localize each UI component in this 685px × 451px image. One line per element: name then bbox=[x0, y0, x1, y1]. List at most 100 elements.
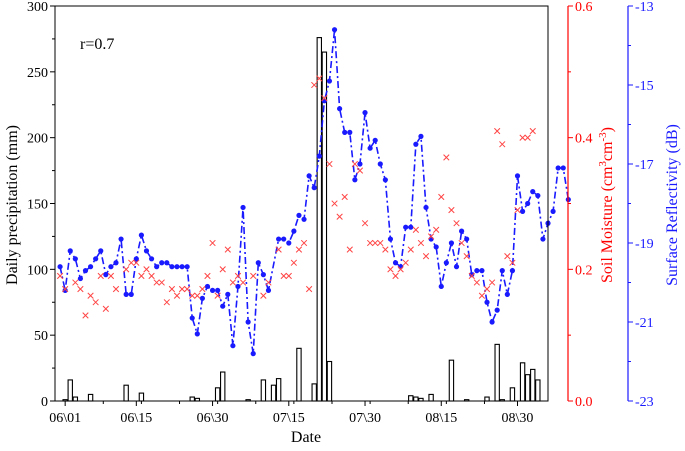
reflectivity-point bbox=[469, 272, 475, 278]
reflectivity-point bbox=[225, 291, 231, 297]
reflectivity-point bbox=[220, 303, 226, 309]
soil-moisture-point bbox=[529, 127, 536, 135]
reflectivity-point bbox=[433, 244, 439, 250]
soil-moisture-point bbox=[97, 272, 104, 280]
soil-moisture-point bbox=[438, 193, 445, 201]
soil-moisture-point bbox=[361, 220, 369, 227]
reflectivity-point bbox=[352, 177, 358, 183]
y-tick-label: 300 bbox=[27, 0, 48, 15]
soil-moisture-point bbox=[194, 292, 201, 299]
soil-moisture-point bbox=[234, 272, 242, 280]
soil-moisture-point bbox=[326, 160, 333, 168]
soil-moisture-point bbox=[250, 272, 257, 280]
y-tick-label: 100 bbox=[27, 263, 48, 278]
reflectivity-point bbox=[87, 264, 94, 270]
soil-moisture-point bbox=[412, 226, 420, 233]
soil-moisture-point bbox=[453, 220, 460, 227]
reflectivity-point bbox=[77, 275, 84, 282]
soil-moisture-point bbox=[407, 246, 414, 253]
reflectivity-point bbox=[489, 319, 495, 325]
soil-moisture-point bbox=[478, 292, 486, 299]
reflectivity-point bbox=[530, 189, 536, 195]
reflectivity-point bbox=[525, 200, 531, 207]
reflectivity-point bbox=[459, 228, 465, 234]
y-tick-label: -17 bbox=[635, 158, 654, 173]
reflectivity-point bbox=[387, 236, 394, 242]
soil-moisture-point bbox=[295, 246, 303, 253]
reflectivity-point bbox=[209, 287, 216, 293]
reflectivity-point bbox=[474, 268, 480, 274]
soil-moisture-point bbox=[102, 305, 109, 312]
soil-moisture-point bbox=[56, 272, 64, 280]
reflectivity-point bbox=[311, 185, 317, 191]
reflectivity-point bbox=[377, 161, 383, 167]
reflectivity-point bbox=[123, 291, 129, 297]
soil-moisture-point bbox=[178, 285, 186, 293]
soil-moisture-point bbox=[463, 253, 470, 260]
x-tick-label: 07\15 bbox=[273, 411, 305, 426]
reflectivity-point bbox=[342, 129, 348, 135]
soil-moisture-point bbox=[133, 259, 140, 266]
reflectivity-point bbox=[240, 204, 246, 211]
reflectivity-point bbox=[423, 204, 429, 211]
reflectivity-point bbox=[326, 78, 333, 84]
soil-moisture-series bbox=[56, 75, 536, 319]
soil-moisture-point bbox=[356, 167, 364, 174]
reflectivity-point bbox=[331, 27, 338, 33]
soil-moisture-point bbox=[138, 272, 145, 280]
reflectivity-point bbox=[194, 331, 200, 337]
reflectivity-point bbox=[72, 256, 78, 262]
reflectivity-point bbox=[281, 236, 287, 242]
reflectivity-point bbox=[245, 319, 251, 325]
soil-moisture-point bbox=[397, 266, 404, 273]
reflectivity-point bbox=[199, 295, 205, 301]
reflectivity-point bbox=[103, 272, 109, 278]
x-tick-label: 08\30 bbox=[502, 411, 534, 426]
reflectivity-point bbox=[82, 268, 89, 274]
soil-moisture-point bbox=[524, 134, 531, 141]
soil-label-end: ) bbox=[599, 127, 616, 132]
soil-moisture-point bbox=[514, 206, 521, 214]
reflectivity-point bbox=[392, 260, 399, 266]
reflectivity-point bbox=[260, 272, 266, 278]
soil-moisture-point bbox=[189, 292, 196, 299]
y-tick-label: -15 bbox=[635, 79, 654, 94]
soil-moisture-point bbox=[351, 160, 359, 168]
reflectivity-point bbox=[382, 177, 388, 183]
reflectivity-point bbox=[67, 248, 73, 254]
reflectivity-point bbox=[215, 287, 221, 293]
reflectivity-point bbox=[453, 264, 460, 270]
soil-moisture-point bbox=[504, 253, 511, 260]
reflectivity-point bbox=[296, 212, 302, 218]
reflectivity-point bbox=[535, 193, 541, 199]
reflectivity-point bbox=[189, 315, 195, 321]
reflectivity-point bbox=[62, 287, 68, 293]
soil-moisture-point bbox=[107, 272, 115, 280]
reflectivity-point bbox=[347, 129, 353, 135]
reflectivity-point bbox=[428, 236, 434, 242]
soil-moisture-point bbox=[519, 134, 526, 141]
reflectivity-point bbox=[118, 236, 124, 242]
soil-moisture-point bbox=[402, 259, 409, 266]
y-axis-soil-moisture: 0.0 0.2 0.4 0.6 bbox=[567, 0, 593, 410]
reflectivity-point bbox=[367, 145, 373, 151]
reflectivity-point bbox=[179, 264, 185, 270]
y-tick-label: 0.0 bbox=[575, 395, 593, 410]
reflectivity-point bbox=[509, 268, 516, 274]
soil-moisture-point bbox=[499, 141, 506, 148]
soil-moisture-point bbox=[163, 299, 170, 306]
reflectivity-point bbox=[128, 291, 134, 297]
reflectivity-point bbox=[276, 236, 282, 242]
soil-moisture-point bbox=[239, 279, 247, 286]
reflectivity-point bbox=[164, 260, 170, 266]
soil-moisture-point bbox=[290, 259, 298, 266]
soil-moisture-point bbox=[341, 193, 348, 201]
reflectivity-point bbox=[499, 268, 505, 274]
soil-moisture-point bbox=[128, 259, 135, 266]
y-tick-label: 0.4 bbox=[575, 132, 593, 147]
soil-moisture-point bbox=[265, 279, 272, 286]
soil-moisture-point bbox=[280, 272, 287, 280]
soil-moisture-point bbox=[87, 292, 94, 299]
y-tick-label: 250 bbox=[27, 66, 48, 81]
reflectivity-point bbox=[250, 351, 256, 357]
